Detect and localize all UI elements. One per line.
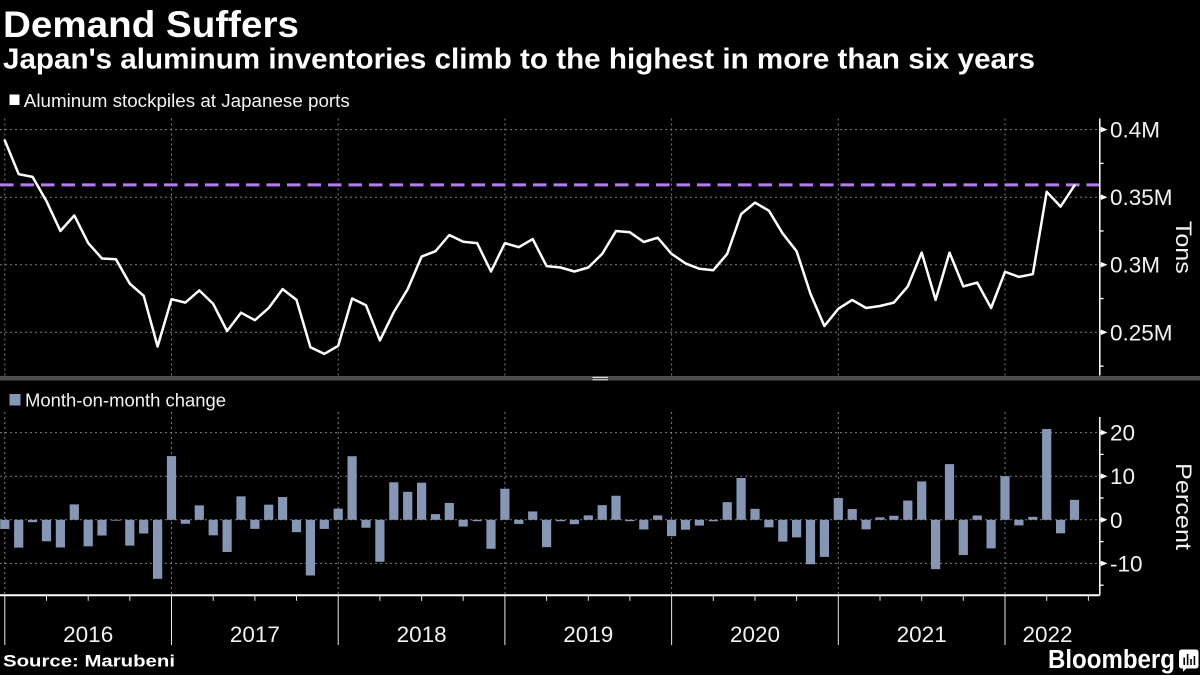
svg-text:2018: 2018: [397, 622, 447, 647]
svg-text:20: 20: [1110, 421, 1135, 446]
svg-text:0: 0: [1110, 508, 1123, 533]
svg-text:Month-on-month change: Month-on-month change: [25, 391, 226, 411]
svg-text:10: 10: [1110, 464, 1135, 489]
svg-text:0.25M: 0.25M: [1110, 320, 1173, 345]
svg-text:2017: 2017: [230, 622, 280, 647]
svg-text:2020: 2020: [730, 622, 780, 647]
svg-text:2016: 2016: [63, 622, 113, 647]
svg-text:0.3M: 0.3M: [1110, 253, 1160, 278]
svg-text:Tons: Tons: [1171, 221, 1196, 274]
svg-text:Percent: Percent: [1171, 463, 1196, 551]
svg-text:-10: -10: [1110, 551, 1143, 576]
svg-text:0.35M: 0.35M: [1110, 185, 1173, 210]
svg-text:2019: 2019: [563, 622, 613, 647]
svg-text:2022: 2022: [1022, 622, 1072, 647]
svg-text:Bloomberg: Bloomberg: [1048, 646, 1175, 674]
svg-text:0.4M: 0.4M: [1110, 118, 1160, 143]
svg-text:Demand Suffers: Demand Suffers: [3, 3, 299, 45]
svg-text:Aluminum stockpiles at Japanes: Aluminum stockpiles at Japanese ports: [24, 91, 350, 111]
svg-text:Source: Marubeni: Source: Marubeni: [3, 652, 175, 671]
svg-text:2021: 2021: [897, 622, 947, 647]
svg-text:Japan's aluminum inventories c: Japan's aluminum inventories climb to th…: [3, 44, 1035, 76]
